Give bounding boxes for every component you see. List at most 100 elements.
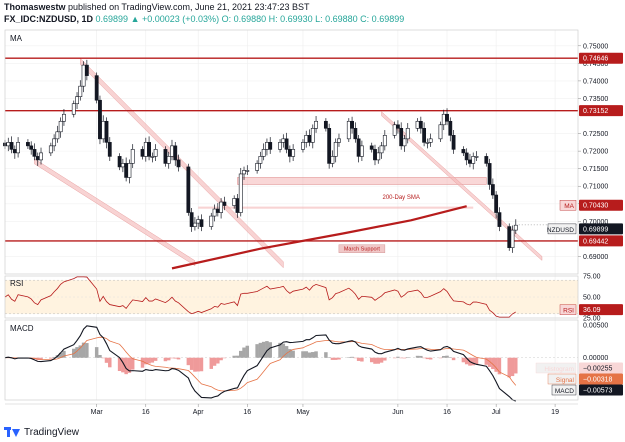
nzdusd-tag-box [547, 223, 577, 235]
price-tick-label: 0.71500 [583, 166, 608, 173]
falling-trendline [381, 111, 543, 262]
ohlc-values: O: 0.69880 H: 0.69930 L: 0.69880 C: 0.69… [221, 14, 405, 24]
author-name[interactable]: Thomaswestw [4, 2, 66, 12]
macd-histogram-bar [353, 357, 358, 359]
macd-histogram-bar [448, 357, 453, 358]
macd-histogram-bar [281, 343, 286, 358]
candle-body [301, 142, 305, 150]
price-tick-label: 0.71000 [583, 184, 608, 191]
candle-body [124, 163, 129, 178]
candle-body [6, 142, 11, 147]
macd-histogram-bar [324, 352, 328, 358]
signal-tag-box [547, 373, 577, 385]
candle-body [490, 184, 495, 196]
macd-pane-label: MACD [10, 324, 34, 333]
candle-body [513, 224, 518, 231]
candle-body [78, 85, 83, 98]
macd-histogram-bar [147, 357, 151, 364]
time-tick-label: Jul [492, 409, 501, 416]
candle-body [438, 124, 443, 140]
candle-body [189, 212, 194, 227]
candle-body [219, 201, 224, 213]
candle-body [245, 170, 250, 172]
candle-body [287, 149, 292, 157]
macd-histogram-bar [130, 357, 135, 370]
candle-body [356, 138, 361, 157]
histogram-value-label-box [579, 362, 623, 374]
sma-annotation: 200-Day SMA [383, 195, 420, 201]
footer-brand[interactable]: TradingView [24, 426, 80, 438]
price-change: ▲ +0.00023 (+0.03%) [130, 14, 220, 24]
macd-histogram-bar [510, 357, 515, 377]
candle-body [215, 208, 220, 213]
symbol-name: FX_IDC:NZDUSD, 1D [4, 14, 94, 24]
candle-body [147, 142, 151, 157]
macd-signal-line [4, 336, 517, 392]
macd-histogram-bar [101, 357, 105, 359]
macd-histogram-bar [383, 357, 387, 361]
macd-histogram-bar [52, 356, 56, 358]
candle-body [35, 156, 40, 161]
time-tick-label: Mar [91, 409, 104, 416]
candle-body [461, 149, 466, 154]
candle-body [376, 152, 381, 161]
candle-body [510, 229, 515, 248]
candle-body [278, 142, 282, 150]
candle-body [396, 124, 400, 129]
candle-body [494, 194, 499, 213]
candle-body [379, 145, 384, 154]
resistance-zone [237, 177, 487, 185]
time-tick-label: 16 [243, 409, 251, 416]
candle-body [471, 156, 476, 164]
candle-body [173, 145, 178, 161]
macd-tick-label: 0.00500 [583, 323, 608, 330]
macd-histogram-bar [514, 357, 518, 374]
candle-body [193, 222, 197, 227]
candle-body [487, 163, 492, 185]
candle-body [130, 149, 135, 164]
candle-body [402, 138, 407, 147]
candle-body [399, 128, 404, 147]
macd-histogram-bar [494, 357, 498, 372]
macd-histogram-bar [314, 351, 318, 358]
macd-histogram-bar [356, 357, 361, 361]
macd-histogram-bar [166, 357, 171, 361]
level-price-label-2: 0.69442 [583, 238, 608, 245]
candle-body [497, 212, 502, 227]
rsi-tick-label: 75.00 [583, 274, 601, 281]
macd-histogram-bar [232, 355, 236, 358]
macd-histogram-bar [442, 355, 446, 358]
macd-value-label: −0.00573 [583, 388, 612, 395]
macd-histogram-bar [392, 357, 397, 359]
candle-body [16, 142, 21, 154]
candle-body [291, 149, 296, 157]
candle-body [369, 145, 374, 150]
macd-tag: MACD [555, 388, 574, 395]
time-tick-label: 19 [551, 409, 559, 416]
macd-histogram-bar [261, 341, 266, 358]
macd-histogram-bar [222, 357, 227, 359]
macd-histogram-bar [422, 357, 426, 359]
rsi-line [4, 276, 516, 318]
candle-body [242, 170, 246, 175]
price-pane-frame [4, 29, 579, 275]
macd-histogram-bar [189, 357, 194, 370]
candle-body [330, 156, 335, 164]
macd-histogram-bar [497, 357, 502, 375]
candle-body [107, 142, 112, 157]
macd-histogram-bar [127, 357, 132, 373]
candle-body [310, 128, 315, 143]
candle-body [265, 142, 269, 150]
rsi-value-label: 36.09 [583, 307, 601, 314]
candle-body [58, 120, 63, 133]
candle-body [337, 138, 341, 143]
ma-price-label-box [579, 199, 623, 211]
macd-histogram-bar [304, 351, 308, 358]
chart-header: Thomaswestw published on TradingView.com… [0, 0, 625, 26]
macd-histogram-bar [196, 357, 200, 372]
macd-value-label-box [579, 384, 623, 396]
candle-body [55, 131, 60, 140]
candle-body [62, 113, 66, 122]
macd-histogram-bar [330, 357, 335, 360]
